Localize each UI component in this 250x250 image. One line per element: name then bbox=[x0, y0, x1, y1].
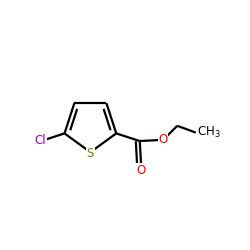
Text: Cl: Cl bbox=[34, 134, 46, 147]
Text: CH$_3$: CH$_3$ bbox=[197, 125, 220, 140]
Text: S: S bbox=[87, 147, 94, 160]
Text: O: O bbox=[136, 164, 146, 177]
Text: O: O bbox=[159, 133, 168, 146]
